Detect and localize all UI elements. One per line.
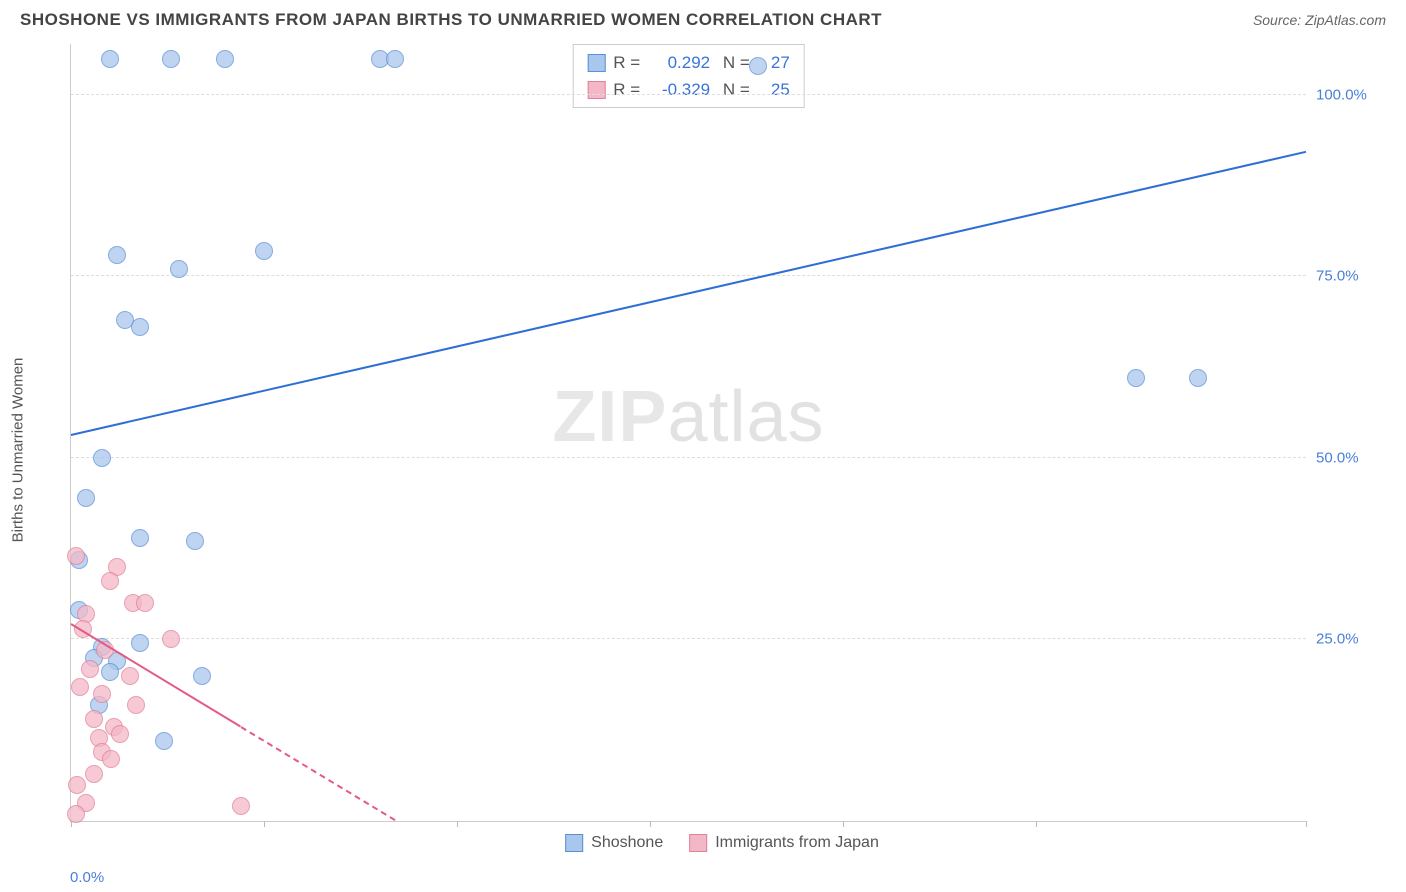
data-point xyxy=(93,449,111,467)
watermark-thin: atlas xyxy=(667,377,824,457)
x-tick xyxy=(457,821,458,827)
x-tick xyxy=(1306,821,1307,827)
legend-swatch xyxy=(587,81,605,99)
watermark-bold: ZIP xyxy=(552,377,667,457)
trend-line xyxy=(71,151,1306,436)
data-point xyxy=(108,246,126,264)
x-tick xyxy=(843,821,844,827)
x-tick xyxy=(650,821,651,827)
legend-n-label: N = xyxy=(718,76,750,103)
y-tick-label: 100.0% xyxy=(1316,86,1384,103)
data-point xyxy=(111,725,129,743)
legend-swatch xyxy=(689,834,707,852)
source-name: ZipAtlas.com xyxy=(1305,12,1386,28)
legend-item: Shoshone xyxy=(565,834,663,852)
chart-title: SHOSHONE VS IMMIGRANTS FROM JAPAN BIRTHS… xyxy=(20,10,882,30)
data-point xyxy=(193,667,211,685)
series-legend: Shoshone Immigrants from Japan xyxy=(565,834,879,852)
legend-swatch xyxy=(587,54,605,72)
legend-n-value: 25 xyxy=(758,76,790,103)
correlation-legend: R =0.292 N =27R =-0.329 N =25 xyxy=(572,44,805,108)
data-point xyxy=(386,50,404,68)
x-tick xyxy=(264,821,265,827)
data-point xyxy=(155,732,173,750)
gridline xyxy=(71,638,1306,639)
data-point xyxy=(77,489,95,507)
legend-r-value: -0.329 xyxy=(648,76,710,103)
data-point xyxy=(1189,369,1207,387)
x-axis-min-label: 0.0% xyxy=(70,869,104,886)
data-point xyxy=(131,529,149,547)
data-point xyxy=(186,532,204,550)
legend-n-label: N = xyxy=(718,49,750,76)
data-point xyxy=(67,805,85,823)
data-point xyxy=(71,678,89,696)
chart-container: Births to Unmarried Women ZIPatlas R =0.… xyxy=(48,44,1396,856)
legend-swatch xyxy=(565,834,583,852)
data-point xyxy=(121,667,139,685)
data-point xyxy=(162,50,180,68)
data-point xyxy=(170,260,188,278)
legend-r-value: 0.292 xyxy=(648,49,710,76)
x-tick xyxy=(1036,821,1037,827)
y-tick-label: 25.0% xyxy=(1316,631,1384,648)
trend-line xyxy=(240,726,395,821)
data-point xyxy=(162,630,180,648)
gridline xyxy=(71,457,1306,458)
source-label: Source: ZipAtlas.com xyxy=(1253,12,1386,28)
legend-row: R = -0.329 N = 25 xyxy=(587,76,790,103)
data-point xyxy=(67,547,85,565)
gridline xyxy=(71,275,1306,276)
data-point xyxy=(81,660,99,678)
data-point xyxy=(749,57,767,75)
data-point xyxy=(85,765,103,783)
data-point xyxy=(131,634,149,652)
legend-r-label: R = xyxy=(613,49,640,76)
data-point xyxy=(127,696,145,714)
data-point xyxy=(255,242,273,260)
data-point xyxy=(101,572,119,590)
y-tick-label: 75.0% xyxy=(1316,268,1384,285)
legend-label: Shoshone xyxy=(591,834,663,852)
gridline xyxy=(71,94,1306,95)
data-point xyxy=(93,685,111,703)
data-point xyxy=(102,750,120,768)
data-point xyxy=(1127,369,1145,387)
data-point xyxy=(101,663,119,681)
data-point xyxy=(85,710,103,728)
data-point xyxy=(68,776,86,794)
data-point xyxy=(136,594,154,612)
legend-item: Immigrants from Japan xyxy=(689,834,879,852)
source-prefix: Source: xyxy=(1253,12,1305,28)
plot-area: ZIPatlas R =0.292 N =27R =-0.329 N =25 2… xyxy=(70,44,1306,822)
data-point xyxy=(216,50,234,68)
y-axis-title: Births to Unmarried Women xyxy=(10,358,27,543)
data-point xyxy=(131,318,149,336)
y-tick-label: 50.0% xyxy=(1316,449,1384,466)
legend-label: Immigrants from Japan xyxy=(715,834,879,852)
watermark: ZIPatlas xyxy=(552,376,824,458)
legend-r-label: R = xyxy=(613,76,640,103)
data-point xyxy=(232,797,250,815)
data-point xyxy=(101,50,119,68)
